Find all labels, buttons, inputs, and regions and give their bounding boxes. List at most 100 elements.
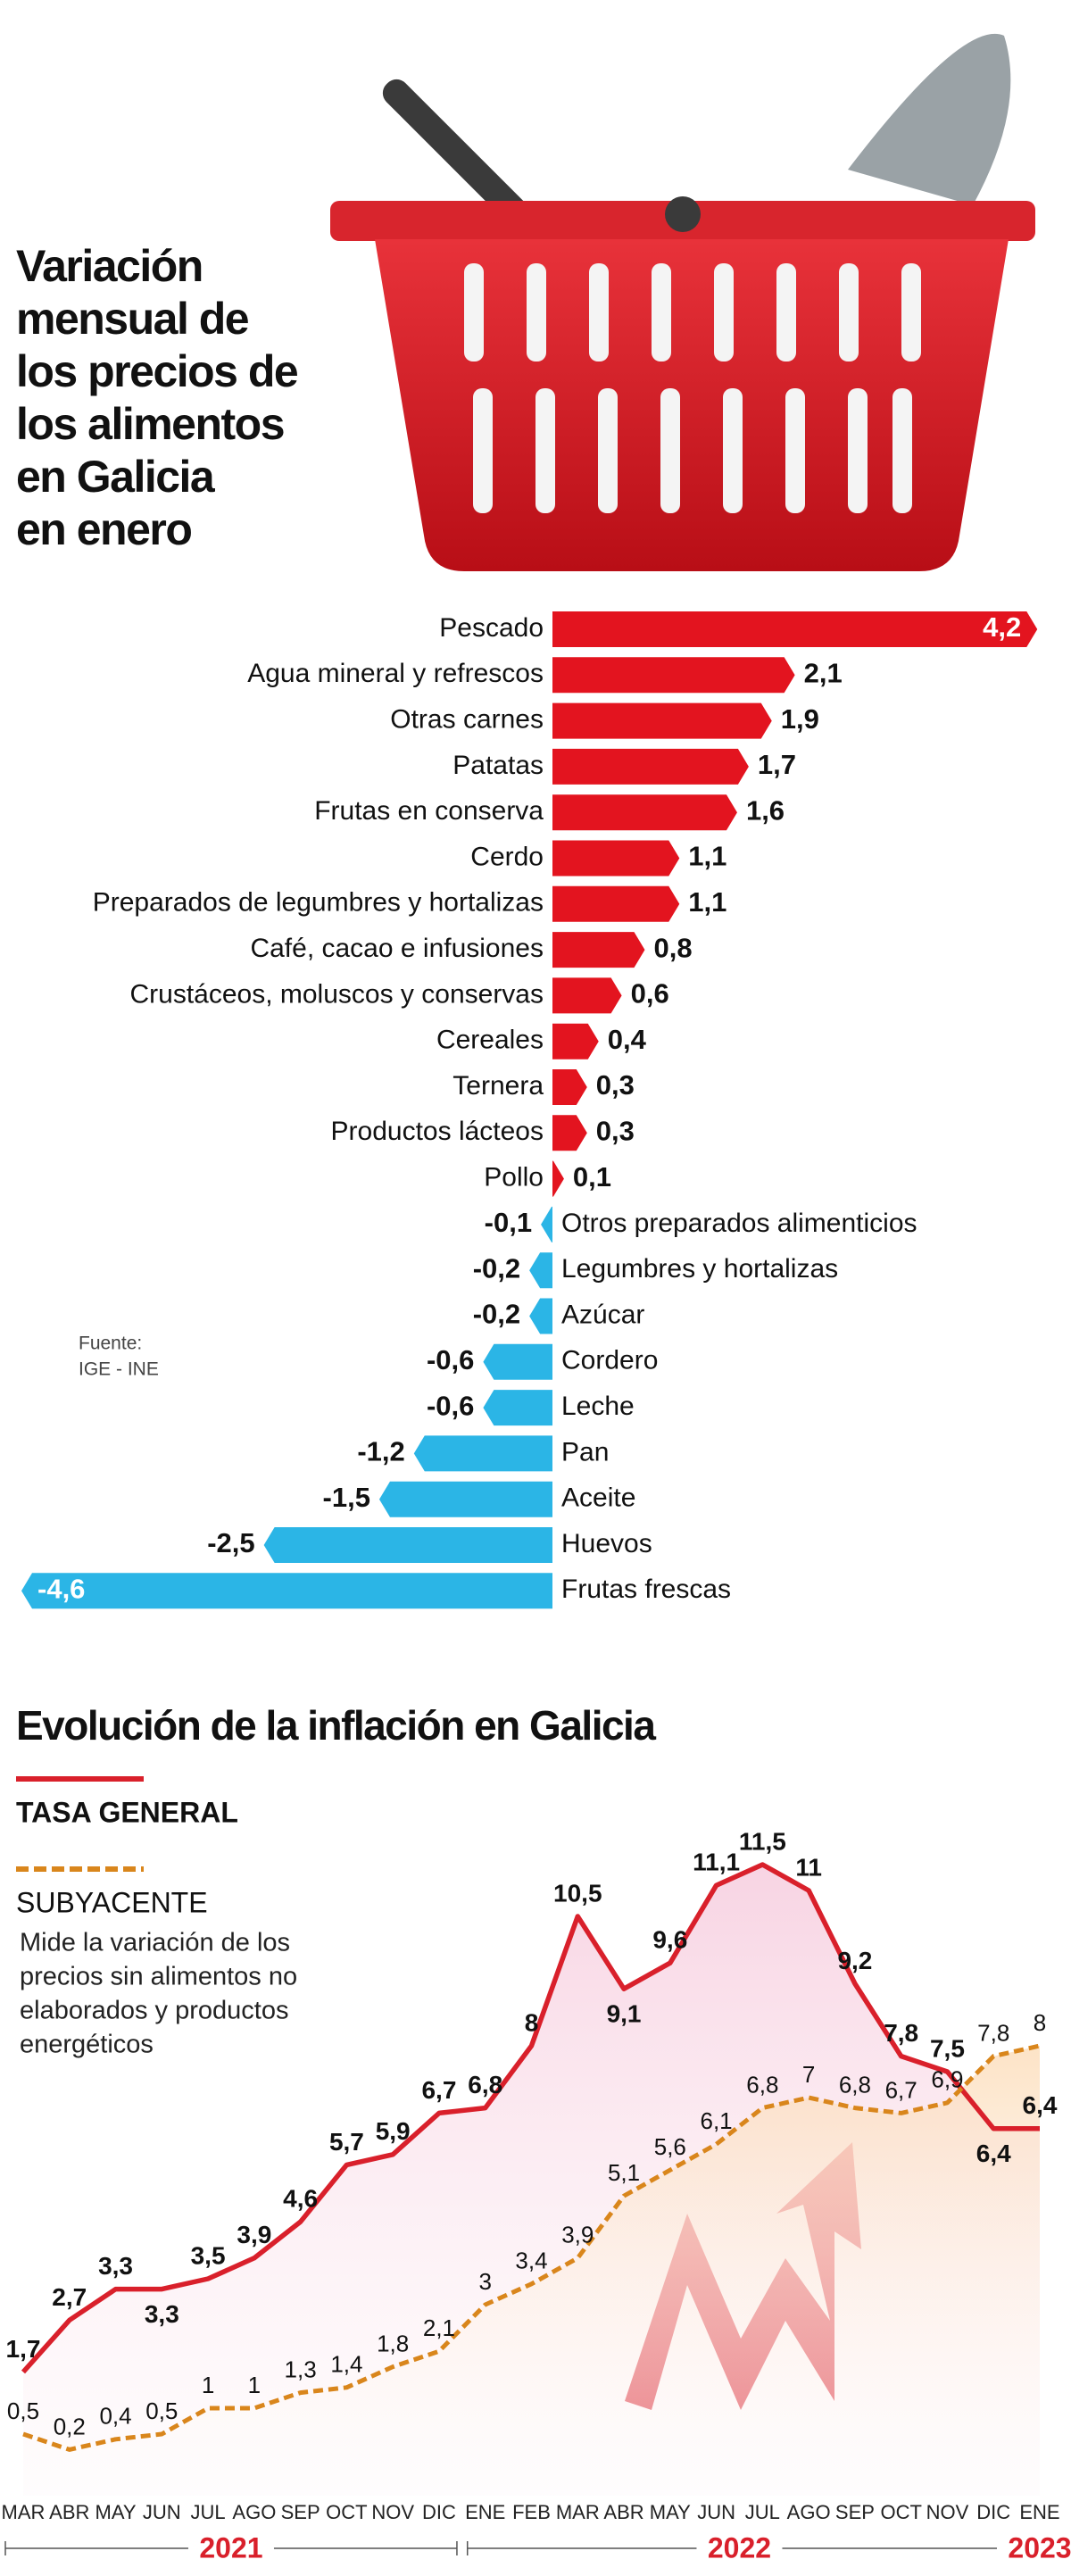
source: IGE - INE bbox=[79, 1359, 159, 1380]
data-label: 0,4 bbox=[99, 2403, 131, 2430]
x-tick-label: NOV bbox=[926, 2501, 969, 2523]
category-label: Ternera bbox=[452, 1071, 544, 1101]
value-label: 0,8 bbox=[653, 932, 692, 963]
data-label: 9,6 bbox=[652, 1926, 687, 1954]
value-label: 1,7 bbox=[758, 749, 796, 780]
value-label: -0,1 bbox=[485, 1207, 532, 1238]
bar bbox=[263, 1527, 552, 1563]
value-label: 2,1 bbox=[804, 657, 843, 688]
category-label: Otras carnes bbox=[390, 705, 544, 735]
x-tick-label: ENE bbox=[1019, 2501, 1059, 2523]
value-label: -0,6 bbox=[427, 1390, 474, 1421]
bar bbox=[552, 702, 772, 739]
x-tick-label: ABR bbox=[49, 2501, 89, 2523]
data-label: 5,1 bbox=[608, 2159, 640, 2186]
value-label: 0,3 bbox=[596, 1115, 635, 1146]
area bbox=[23, 2046, 1040, 2496]
chart-title: los precios de bbox=[16, 346, 298, 396]
category-label: Huevos bbox=[561, 1529, 652, 1558]
x-tick-label: NOV bbox=[371, 2501, 414, 2523]
series-description: energéticos bbox=[20, 2031, 154, 2059]
x-tick-label: AGO bbox=[787, 2501, 831, 2523]
chart-title: en enero bbox=[16, 504, 191, 554]
series-description: elaborados y productos bbox=[20, 1997, 288, 2025]
x-tick-label: ENE bbox=[465, 2501, 505, 2523]
data-label: 1,8 bbox=[377, 2330, 409, 2356]
value-label: 0,6 bbox=[631, 978, 669, 1010]
category-label: Pan bbox=[561, 1437, 609, 1467]
data-label: 5,6 bbox=[654, 2133, 686, 2160]
x-tick-label: JUL bbox=[191, 2501, 226, 2523]
category-label: Frutas en conserva bbox=[314, 796, 544, 826]
bar bbox=[552, 794, 737, 831]
line bbox=[21, 1862, 1040, 2374]
bar bbox=[552, 657, 795, 694]
category-label: Productos lácteos bbox=[331, 1117, 544, 1146]
category-label: Cerdo bbox=[470, 842, 544, 871]
chart-title: Variación bbox=[16, 241, 203, 291]
chart-title: en Galicia bbox=[16, 452, 216, 502]
value-label: -0,2 bbox=[473, 1299, 520, 1330]
value-label: 4,2 bbox=[983, 611, 1021, 643]
value-label: -1,5 bbox=[323, 1482, 370, 1513]
category-label: Cordero bbox=[561, 1346, 658, 1375]
bar bbox=[552, 1115, 587, 1151]
data-label: 5,9 bbox=[376, 2117, 411, 2145]
data-label: 6,9 bbox=[931, 2066, 963, 2093]
data-label: 3,9 bbox=[561, 2222, 594, 2248]
data-label: 0,5 bbox=[145, 2397, 178, 2424]
bar bbox=[552, 885, 680, 922]
data-label: 0,2 bbox=[54, 2413, 86, 2439]
year-label: 2023 bbox=[1008, 2531, 1071, 2564]
data-label: 6,8 bbox=[839, 2071, 871, 2098]
legend-label: TASA GENERAL bbox=[16, 1796, 238, 1828]
data-label: 6,7 bbox=[421, 2076, 456, 2104]
bar bbox=[378, 1481, 552, 1517]
bar bbox=[552, 977, 622, 1014]
bar bbox=[483, 1343, 552, 1380]
value-label: -0,2 bbox=[473, 1252, 520, 1284]
data-label: 11,1 bbox=[693, 1849, 740, 1876]
category-label: Crustáceos, moluscos y conservas bbox=[129, 979, 544, 1009]
year-label-bg bbox=[997, 2533, 1071, 2565]
data-label: 2,1 bbox=[423, 2314, 455, 2341]
year-label-bg bbox=[187, 2533, 274, 2565]
x-tick-label: JUN bbox=[143, 2501, 181, 2523]
x-tick-label: MAY bbox=[650, 2501, 691, 2523]
data-label: 1,7 bbox=[6, 2335, 41, 2363]
data-label: 8 bbox=[525, 2008, 539, 2036]
bar bbox=[552, 1023, 599, 1059]
x-tick-label: JUN bbox=[697, 2501, 735, 2523]
data-label: 3,3 bbox=[145, 2300, 179, 2328]
line bbox=[22, 2043, 1041, 2452]
series-description: Mide la variación de los bbox=[20, 1929, 290, 1957]
bar bbox=[552, 932, 645, 968]
chart-title: Evolución de la inflación en Galicia bbox=[16, 1702, 656, 1749]
value-label: 1,9 bbox=[781, 703, 819, 735]
chart-title: los alimentos bbox=[16, 399, 284, 449]
data-label: 6,4 bbox=[1023, 2091, 1058, 2119]
data-label: 6,7 bbox=[885, 2076, 917, 2103]
x-tick-label: DIC bbox=[976, 2501, 1010, 2523]
bar bbox=[541, 1206, 552, 1242]
bar bbox=[483, 1390, 552, 1426]
data-label: 1 bbox=[202, 2372, 214, 2398]
data-label: 11,5 bbox=[739, 1827, 786, 1855]
data-label: 7,8 bbox=[884, 2019, 918, 2047]
data-label: 10,5 bbox=[553, 1879, 602, 1907]
x-tick-label: DIC bbox=[422, 2501, 456, 2523]
bar bbox=[552, 748, 749, 785]
category-label: Azúcar bbox=[561, 1300, 644, 1329]
legend-label: SUBYACENTE bbox=[16, 1886, 208, 1918]
data-label: 3,5 bbox=[191, 2241, 226, 2269]
category-label: Legumbres y hortalizas bbox=[561, 1254, 838, 1284]
value-label: -4,6 bbox=[37, 1573, 85, 1604]
x-tick-label: OCT bbox=[880, 2501, 921, 2523]
data-label: 6,1 bbox=[701, 2107, 733, 2134]
bar bbox=[552, 1160, 564, 1197]
x-tick-label: JUL bbox=[745, 2501, 780, 2523]
value-label: -0,6 bbox=[427, 1344, 474, 1375]
category-label: Patatas bbox=[452, 751, 544, 780]
data-label: 8 bbox=[1034, 2009, 1046, 2036]
data-label: 0,5 bbox=[7, 2397, 39, 2424]
